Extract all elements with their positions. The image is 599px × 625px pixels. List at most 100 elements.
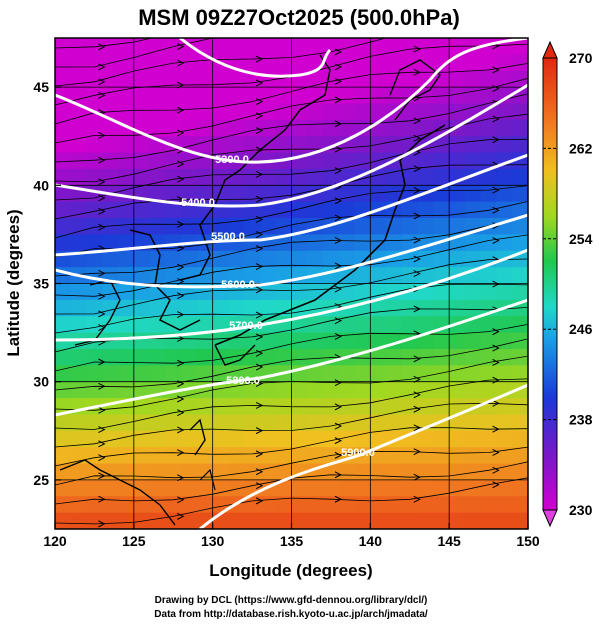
field-cell bbox=[386, 447, 403, 465]
field-cell bbox=[196, 398, 214, 416]
field-cell bbox=[370, 398, 387, 416]
streamline-arrow bbox=[255, 311, 264, 319]
field-cell bbox=[165, 348, 182, 366]
field-cell bbox=[386, 316, 403, 334]
field-cell bbox=[512, 136, 528, 154]
streamline-arrow bbox=[177, 160, 185, 168]
colorbar-tick-label: 230 bbox=[569, 502, 593, 518]
field-cell bbox=[275, 479, 293, 497]
field-cell bbox=[244, 299, 261, 317]
streamline-arrow bbox=[334, 145, 343, 153]
colorbar: 270 262 254 246 238 230 bbox=[542, 40, 593, 528]
field-cell bbox=[354, 414, 371, 432]
field-cell bbox=[307, 201, 324, 219]
field-cell bbox=[55, 512, 72, 529]
field-cell bbox=[386, 381, 403, 399]
field-cell bbox=[370, 234, 387, 252]
field-cell bbox=[512, 168, 528, 186]
field-cell bbox=[212, 70, 230, 88]
field-cell bbox=[212, 234, 230, 252]
streamline-arrow bbox=[177, 512, 185, 520]
field-cell bbox=[86, 250, 103, 268]
field-cell bbox=[259, 414, 277, 432]
field-cell bbox=[118, 54, 135, 72]
field-cell bbox=[70, 119, 88, 137]
field-cell bbox=[464, 463, 482, 481]
field-cell bbox=[212, 168, 230, 186]
streamline-arrow bbox=[492, 222, 500, 230]
streamline-arrow bbox=[334, 403, 343, 411]
field-cell bbox=[86, 152, 103, 170]
streamline-arrow bbox=[177, 395, 185, 403]
field-cell bbox=[133, 479, 151, 497]
field-cell bbox=[181, 70, 198, 88]
streamline-arrow bbox=[413, 495, 421, 503]
field-cell bbox=[449, 87, 466, 105]
field-cell bbox=[275, 332, 293, 350]
field-cell bbox=[196, 185, 214, 203]
field-cell bbox=[102, 348, 119, 366]
field-cell bbox=[417, 365, 434, 383]
field-cell bbox=[354, 136, 371, 154]
field-cell bbox=[307, 447, 324, 465]
field-cell bbox=[149, 152, 166, 170]
contour-5800 bbox=[55, 298, 528, 417]
field-cell bbox=[386, 463, 403, 481]
field-cell bbox=[449, 414, 466, 432]
field-cell bbox=[55, 316, 72, 334]
field-cell bbox=[118, 168, 135, 186]
field-cell bbox=[512, 398, 528, 416]
field-cell bbox=[496, 447, 513, 465]
field-cell bbox=[228, 201, 245, 219]
field-cell bbox=[275, 414, 293, 432]
field-cell bbox=[291, 136, 308, 154]
streamline-arrow bbox=[413, 473, 421, 481]
field-cell bbox=[275, 168, 293, 186]
field-cell bbox=[228, 103, 245, 121]
field-cell bbox=[496, 119, 513, 137]
field-cell bbox=[212, 463, 230, 481]
streamline-arrow bbox=[255, 349, 264, 357]
field-cell bbox=[370, 348, 387, 366]
field-cell bbox=[70, 479, 88, 497]
field-cell bbox=[512, 479, 528, 497]
field-cell bbox=[228, 348, 245, 366]
field-cell bbox=[228, 512, 245, 529]
streamline-arrow bbox=[177, 292, 185, 300]
field-cell bbox=[102, 250, 119, 268]
streamline-arrow bbox=[98, 440, 106, 448]
field-cell bbox=[307, 103, 324, 121]
field-cell bbox=[212, 447, 230, 465]
streamline-arrow bbox=[98, 292, 106, 300]
field-cell bbox=[433, 168, 450, 186]
field-cell bbox=[512, 512, 528, 529]
field-cell bbox=[496, 70, 513, 88]
field-cell bbox=[338, 87, 356, 105]
field-cell bbox=[386, 87, 403, 105]
field-cell bbox=[417, 496, 434, 514]
field-cell bbox=[370, 430, 387, 448]
field-cell bbox=[370, 332, 387, 350]
field-cell bbox=[480, 267, 498, 285]
field-cell bbox=[433, 152, 450, 170]
field-cell bbox=[323, 119, 340, 137]
field-cell bbox=[512, 218, 528, 235]
contour-5300 bbox=[179, 38, 332, 78]
streamline-arrow bbox=[98, 91, 106, 99]
field-cell bbox=[86, 218, 103, 235]
field-cell bbox=[55, 447, 72, 465]
field-cell bbox=[433, 136, 450, 154]
field-cell bbox=[323, 316, 340, 334]
streamline-arrow bbox=[334, 317, 343, 325]
field-cell bbox=[370, 168, 387, 186]
field-cell bbox=[165, 87, 182, 105]
field-cell bbox=[449, 185, 466, 203]
streamline-arrow bbox=[177, 106, 185, 114]
field-cell bbox=[102, 218, 119, 235]
x-tick-label: 150 bbox=[516, 533, 540, 549]
field-cell bbox=[464, 348, 482, 366]
streamline-arrow bbox=[492, 466, 500, 474]
field-cell bbox=[133, 496, 151, 514]
field-cell bbox=[417, 250, 434, 268]
